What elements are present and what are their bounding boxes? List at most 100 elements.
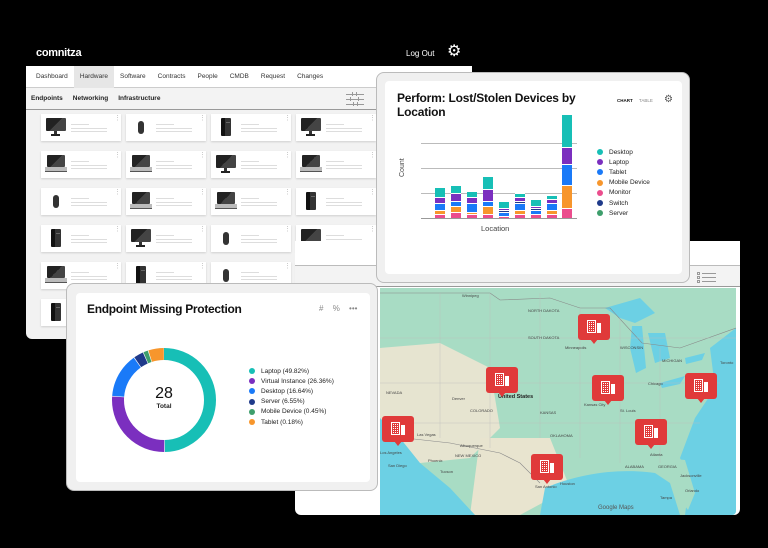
subtab-networking[interactable]: Networking bbox=[72, 95, 109, 102]
bar-8[interactable] bbox=[547, 195, 557, 218]
location-pin-los-angeles[interactable] bbox=[382, 416, 414, 446]
kebab-menu-icon[interactable]: ⋮ bbox=[369, 189, 376, 196]
legend-item[interactable]: Monitor bbox=[597, 188, 650, 198]
list-view-icon[interactable] bbox=[697, 271, 721, 283]
tab-table[interactable]: TABLE bbox=[638, 98, 653, 103]
subtab-endpoints[interactable]: Endpoints bbox=[31, 95, 63, 102]
count-mode-button[interactable]: # bbox=[319, 304, 324, 313]
percent-mode-button[interactable]: % bbox=[332, 304, 340, 313]
device-card[interactable]: ⋮ bbox=[211, 151, 291, 178]
device-card[interactable]: ⋮ bbox=[296, 151, 376, 178]
kebab-menu-icon[interactable]: ⋮ bbox=[284, 263, 291, 270]
kebab-menu-icon[interactable]: ⋮ bbox=[369, 115, 376, 122]
donut-slice-virtual-instance[interactable] bbox=[112, 348, 216, 452]
device-card[interactable]: ⋮ bbox=[41, 225, 121, 252]
kebab-menu-icon[interactable]: ⋮ bbox=[199, 115, 206, 122]
device-card[interactable]: ⋮ bbox=[211, 188, 291, 215]
bar-4[interactable] bbox=[483, 176, 493, 218]
location-pin-washington[interactable] bbox=[685, 373, 717, 403]
tab-chart[interactable]: CHART bbox=[617, 98, 633, 103]
legend-item[interactable]: Laptop (49.82%) bbox=[249, 366, 334, 376]
legend-dot-icon bbox=[249, 368, 255, 375]
bar-6[interactable] bbox=[515, 193, 525, 218]
tab-changes[interactable]: Changes bbox=[297, 72, 324, 80]
map-label-colorado: COLORADO bbox=[470, 408, 493, 413]
tower-icon bbox=[45, 229, 67, 247]
kebab-menu-icon[interactable]: ⋮ bbox=[199, 152, 206, 159]
device-card[interactable]: ⋮ bbox=[41, 151, 121, 178]
kebab-menu-icon[interactable]: ⋮ bbox=[114, 226, 121, 233]
tab-software[interactable]: Software bbox=[120, 72, 146, 80]
chart-view-tabs: CHART TABLE bbox=[617, 98, 653, 103]
legend-item[interactable]: Laptop bbox=[597, 157, 650, 167]
legend-item[interactable]: Switch bbox=[597, 198, 650, 208]
kebab-menu-icon[interactable]: ⋮ bbox=[284, 189, 291, 196]
map-label-atlanta: Atlanta bbox=[650, 452, 663, 457]
location-pin-minneapolis[interactable] bbox=[578, 314, 610, 344]
legend-item[interactable]: Desktop bbox=[597, 147, 650, 157]
device-card[interactable]: ⋮ bbox=[126, 225, 206, 252]
map-label-los-angeles: Los Angeles bbox=[380, 450, 402, 455]
legend-item[interactable]: Virtual Instance (26.36%) bbox=[249, 376, 334, 386]
bar-1[interactable] bbox=[435, 186, 445, 218]
device-card[interactable]: ⋮ bbox=[211, 114, 291, 141]
location-pin-san-antonio[interactable] bbox=[531, 454, 563, 484]
kebab-menu-icon[interactable]: ⋮ bbox=[199, 226, 206, 233]
logout-link[interactable]: Log Out bbox=[406, 49, 435, 58]
kebab-menu-icon[interactable]: ⋮ bbox=[284, 152, 291, 159]
location-pin-denver[interactable] bbox=[486, 367, 518, 397]
tab-hardware[interactable]: Hardware bbox=[73, 66, 114, 88]
bar-3[interactable] bbox=[467, 190, 477, 218]
legend-item[interactable]: Tablet bbox=[597, 167, 650, 177]
more-options-icon[interactable]: ••• bbox=[349, 304, 358, 313]
kebab-menu-icon[interactable]: ⋮ bbox=[369, 226, 376, 233]
gear-icon[interactable]: ⚙ bbox=[447, 43, 462, 60]
tab-cmdb[interactable]: CMDB bbox=[229, 72, 249, 80]
device-card[interactable]: ⋮ bbox=[41, 188, 121, 215]
device-card[interactable]: ⋮ bbox=[126, 114, 206, 141]
legend-item[interactable]: Server (6.55%) bbox=[249, 397, 334, 407]
legend-item[interactable]: Mobile Device (0.45%) bbox=[249, 407, 334, 417]
bar-7[interactable] bbox=[531, 199, 541, 218]
legend-dot-icon bbox=[597, 210, 603, 217]
kebab-menu-icon[interactable]: ⋮ bbox=[369, 152, 376, 159]
map-label-alabama: ALABAMA bbox=[625, 464, 644, 469]
kebab-menu-icon[interactable]: ⋮ bbox=[284, 115, 291, 122]
kebab-menu-icon[interactable]: ⋮ bbox=[114, 152, 121, 159]
legend-item[interactable]: Mobile Device bbox=[597, 178, 650, 188]
legend-item[interactable]: Desktop (16.64%) bbox=[249, 386, 334, 396]
kebab-menu-icon[interactable]: ⋮ bbox=[114, 263, 121, 270]
location-pin-st-louis[interactable] bbox=[592, 375, 624, 405]
tab-dashboard[interactable]: Dashboard bbox=[36, 72, 68, 80]
subtab-infrastructure[interactable]: Infrastructure bbox=[118, 95, 161, 102]
map-label-tucson: Tucson bbox=[440, 469, 453, 474]
kebab-menu-icon[interactable]: ⋮ bbox=[199, 189, 206, 196]
donut-slice-laptop[interactable] bbox=[112, 348, 216, 452]
device-card[interactable]: ⋮ bbox=[296, 114, 376, 141]
device-card[interactable]: ⋮ bbox=[126, 151, 206, 178]
kebab-menu-icon[interactable]: ⋮ bbox=[114, 189, 121, 196]
gear-icon[interactable]: ⚙ bbox=[664, 94, 673, 105]
device-card[interactable]: ⋮ bbox=[211, 225, 291, 252]
bar-2[interactable] bbox=[451, 184, 461, 218]
bar-5[interactable] bbox=[499, 201, 509, 218]
sliders-icon[interactable] bbox=[346, 92, 364, 106]
device-card[interactable]: ⋮ bbox=[296, 188, 376, 215]
donut-chart[interactable] bbox=[109, 345, 219, 455]
bar-9[interactable] bbox=[562, 113, 572, 218]
map-label-st-louis: St. Louis bbox=[620, 408, 636, 413]
device-card[interactable]: ⋮ bbox=[41, 114, 121, 141]
tab-people[interactable]: People bbox=[197, 72, 218, 80]
legend-item[interactable]: Server bbox=[597, 208, 650, 218]
locations-map[interactable]: Winnipeg NORTH DAKOTA SOUTH DAKOTA Minne… bbox=[380, 288, 736, 515]
tab-request[interactable]: Request bbox=[260, 72, 286, 80]
kebab-menu-icon[interactable]: ⋮ bbox=[199, 263, 206, 270]
tab-contracts[interactable]: Contracts bbox=[157, 72, 186, 80]
device-card[interactable]: ⋮ bbox=[126, 188, 206, 215]
kebab-menu-icon[interactable]: ⋮ bbox=[114, 115, 121, 122]
laptop-icon bbox=[130, 192, 152, 210]
location-pin-atlanta[interactable] bbox=[635, 419, 667, 449]
kebab-menu-icon[interactable]: ⋮ bbox=[284, 226, 291, 233]
legend-item[interactable]: Tablet (0.18%) bbox=[249, 417, 334, 427]
brand-logo[interactable]: comnitza bbox=[36, 47, 82, 59]
